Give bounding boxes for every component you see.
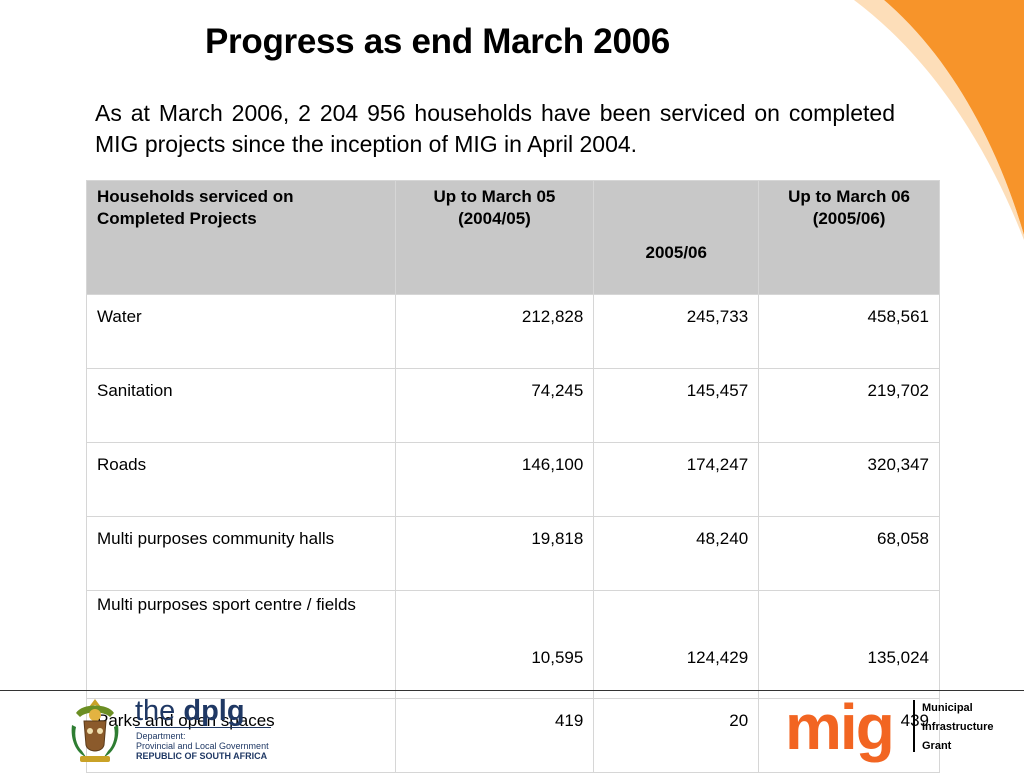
mig-logo-divider [913,700,915,752]
table-cell: 68,058 [758,516,940,591]
dplg-line-3: REPUBLIC OF SOUTH AFRICA [136,751,268,761]
table-cell: 219,702 [758,368,940,443]
row-label: Sanitation [86,368,396,443]
table-row: Multi purposes community halls 19,818 48… [86,516,940,591]
table-cell: 124,429 [593,590,760,699]
table-cell: 135,024 [758,590,940,699]
table-cell: 20 [593,698,760,773]
dplg-logo-the: the [135,695,184,727]
mig-subtitle: Municipal Infrastructure Grant [922,699,994,756]
mig-logo: mig [785,691,895,763]
mig-line-3: Grant [922,740,952,752]
mig-line-1: Municipal [922,702,973,714]
column-header: Households serviced on Completed Project… [86,180,396,295]
table-cell: 74,245 [394,368,595,443]
intro-paragraph: As at March 2006, 2 204 956 households h… [95,100,895,157]
table-cell: 19,818 [394,516,595,591]
table-cell: 48,240 [593,516,760,591]
column-header: Up to March 05 (2004/05) [394,180,595,295]
table-cell: 212,828 [394,294,595,369]
row-label: Multi purposes community halls [86,516,396,591]
households-table: Households serviced on Completed Project… [86,180,940,773]
coat-of-arms-icon [71,699,119,762]
dplg-logo: the dplg [135,695,245,728]
table-cell: 245,733 [593,294,760,369]
table-row: Sanitation 74,245 145,457 219,702 [86,368,940,443]
mig-line-2: Infrastructure [922,721,994,733]
table-cell: 145,457 [593,368,760,443]
dplg-rule [135,727,271,728]
column-header: Up to March 06 (2005/06) [758,180,940,295]
dplg-line-2: Provincial and Local Government [136,741,269,751]
slide-title: Progress as end March 2006 [205,22,670,61]
footer-divider [0,690,1024,691]
table-row: Water 212,828 245,733 458,561 [86,294,940,369]
table-cell: 320,347 [758,442,940,517]
row-label: Water [86,294,396,369]
row-label: Parks and open spaces [86,698,396,773]
orange-swoosh-decoration [854,0,1024,240]
table-cell: 146,100 [394,442,595,517]
table-cell: 10,595 [394,590,595,699]
dplg-logo-name: dplg [183,695,245,727]
row-label: Multi purposes sport centre / fields [86,590,396,699]
dplg-department-text: Department: Provincial and Local Governm… [136,731,269,761]
table-row: Multi purposes sport centre / fields 10,… [86,590,940,699]
table-cell: 174,247 [593,442,760,517]
table-cell: 458,561 [758,294,940,369]
table-row: Roads 146,100 174,247 320,347 [86,442,940,517]
table-cell: 419 [394,698,595,773]
column-header: 2005/06 [593,180,760,295]
row-label: Roads [86,442,396,517]
dplg-line-1: Department: [136,731,186,741]
table-header-row: Households serviced on Completed Project… [86,180,940,295]
